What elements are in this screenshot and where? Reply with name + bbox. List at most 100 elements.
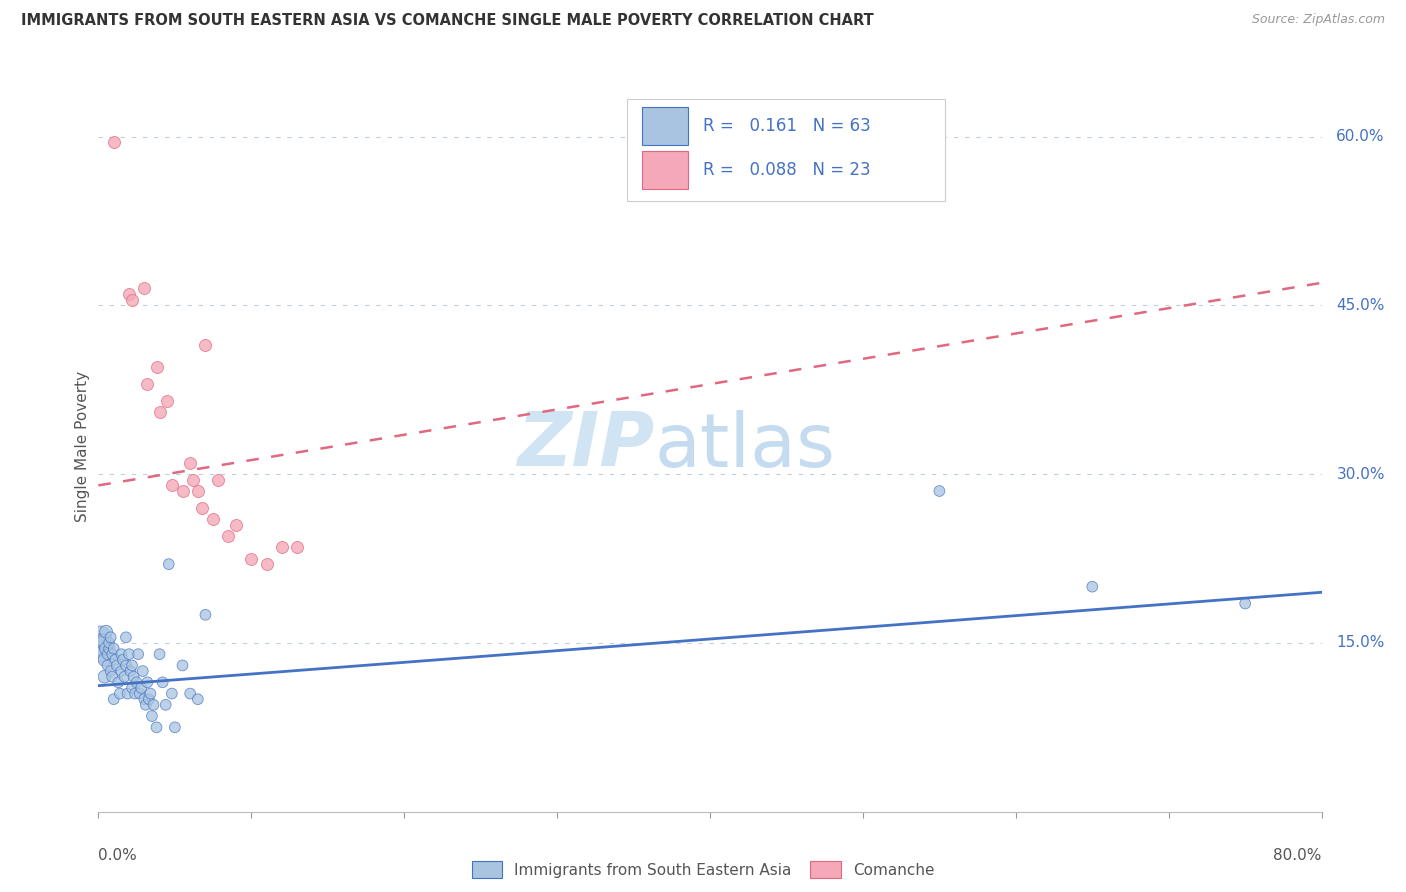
Point — [142, 698, 165, 712]
Point — [121, 293, 143, 307]
Point — [98, 636, 121, 650]
Point — [202, 512, 225, 526]
Point — [155, 698, 177, 712]
Point — [127, 647, 149, 661]
Point — [104, 653, 127, 667]
Point — [97, 647, 120, 661]
Point — [91, 633, 114, 648]
Point — [93, 653, 115, 667]
Point — [134, 692, 156, 706]
Bar — [641, 152, 688, 189]
Point — [145, 720, 167, 734]
Point — [103, 692, 125, 706]
Point — [110, 647, 132, 661]
Point — [152, 675, 174, 690]
Point — [94, 641, 117, 656]
Point — [118, 287, 141, 301]
Point — [93, 670, 115, 684]
Point — [91, 636, 114, 650]
Text: IMMIGRANTS FROM SOUTH EASTERN ASIA VS COMANCHE SINGLE MALE POVERTY CORRELATION C: IMMIGRANTS FROM SOUTH EASTERN ASIA VS CO… — [21, 13, 875, 29]
Point — [160, 687, 183, 701]
Point — [191, 500, 214, 515]
Point — [187, 483, 209, 498]
Point — [115, 630, 138, 644]
Point — [194, 337, 217, 351]
Point — [225, 517, 247, 532]
Point — [111, 653, 134, 667]
Point — [172, 658, 194, 673]
Point — [121, 681, 143, 695]
Legend: Immigrants from South Eastern Asia, Comanche: Immigrants from South Eastern Asia, Coma… — [465, 855, 941, 884]
Point — [107, 675, 129, 690]
Point — [135, 698, 157, 712]
Point — [207, 473, 229, 487]
Point — [270, 541, 292, 555]
Text: ZIP: ZIP — [517, 409, 655, 483]
Text: atlas: atlas — [655, 409, 837, 483]
Point — [128, 687, 150, 701]
Point — [89, 638, 111, 652]
Point — [117, 687, 139, 701]
Point — [124, 687, 146, 701]
Point — [160, 478, 183, 492]
Point — [121, 658, 143, 673]
Text: 45.0%: 45.0% — [1336, 298, 1385, 313]
Point — [105, 658, 128, 673]
Point — [101, 647, 124, 661]
Point — [100, 630, 122, 644]
Point — [90, 647, 112, 661]
Text: R =   0.161   N = 63: R = 0.161 N = 63 — [703, 118, 870, 136]
Text: 15.0%: 15.0% — [1336, 635, 1385, 650]
Point — [118, 647, 141, 661]
Point — [928, 483, 950, 498]
Text: 80.0%: 80.0% — [1274, 848, 1322, 863]
Point — [138, 692, 160, 706]
Point — [285, 541, 308, 555]
Point — [139, 687, 162, 701]
Point — [120, 664, 142, 678]
Point — [115, 658, 138, 673]
Point — [136, 377, 159, 392]
Point — [122, 670, 145, 684]
Point — [90, 641, 112, 656]
Point — [134, 281, 156, 295]
Point — [179, 687, 201, 701]
Point — [149, 405, 172, 419]
Point — [103, 135, 125, 149]
Point — [156, 394, 179, 409]
Point — [98, 641, 121, 656]
Point — [89, 630, 111, 644]
Point — [101, 670, 124, 684]
Point — [172, 483, 194, 498]
Point — [1081, 580, 1104, 594]
Point — [129, 681, 152, 695]
Point — [132, 664, 155, 678]
Point — [217, 529, 239, 543]
Point — [100, 664, 122, 678]
Text: 0.0%: 0.0% — [98, 848, 138, 863]
Point — [136, 675, 159, 690]
Point — [103, 641, 125, 656]
Point — [149, 647, 172, 661]
Point — [256, 557, 278, 571]
Point — [108, 687, 131, 701]
Text: R =   0.088   N = 23: R = 0.088 N = 23 — [703, 161, 870, 179]
Point — [194, 607, 217, 622]
Point — [112, 670, 135, 684]
Point — [1234, 597, 1257, 611]
Point — [110, 664, 132, 678]
Point — [97, 658, 120, 673]
FancyBboxPatch shape — [627, 99, 945, 201]
Y-axis label: Single Male Poverty: Single Male Poverty — [75, 370, 90, 522]
Text: 60.0%: 60.0% — [1336, 129, 1385, 144]
Point — [94, 624, 117, 639]
Bar — [641, 107, 688, 145]
Point — [181, 473, 204, 487]
Point — [141, 709, 163, 723]
Point — [240, 551, 263, 566]
Point — [125, 675, 148, 690]
Point — [179, 456, 201, 470]
Text: Source: ZipAtlas.com: Source: ZipAtlas.com — [1251, 13, 1385, 27]
Point — [163, 720, 186, 734]
Point — [145, 360, 167, 375]
